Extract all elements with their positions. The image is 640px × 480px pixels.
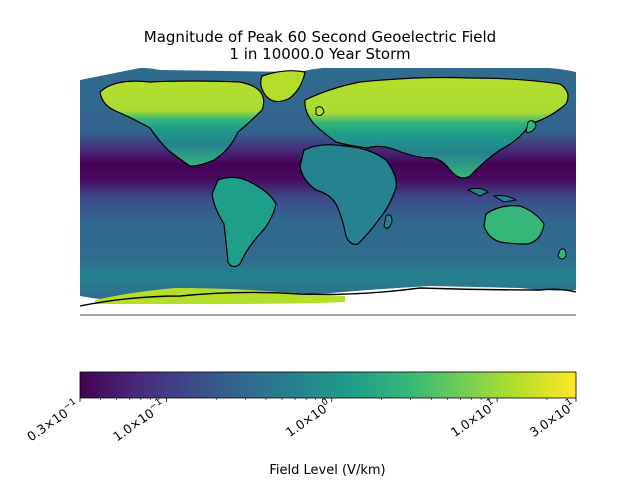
projection-edge-nw bbox=[80, 68, 140, 80]
map-field bbox=[80, 68, 576, 307]
eurasia-land bbox=[304, 76, 569, 179]
australia-land bbox=[483, 205, 545, 245]
projection-edge-ne bbox=[520, 68, 576, 72]
colorbar-ticks bbox=[79, 398, 577, 402]
colorbar-label: Field Level (V/km) bbox=[269, 463, 386, 478]
africa-land bbox=[299, 144, 397, 245]
chart-title-line2: 1 in 10000.0 Year Storm bbox=[229, 45, 411, 63]
antarctic-high-field bbox=[95, 288, 345, 304]
greenland-land bbox=[260, 70, 306, 103]
madagascar-land bbox=[383, 214, 393, 229]
colorbar bbox=[79, 371, 577, 399]
chart-title-line1: Magnitude of Peak 60 Second Geoelectric … bbox=[143, 28, 497, 46]
indonesia-land bbox=[466, 187, 518, 203]
north-america-land bbox=[99, 80, 265, 167]
south-america-land bbox=[211, 176, 277, 268]
antarctica-coastline bbox=[80, 287, 576, 307]
uk-land bbox=[315, 106, 325, 117]
japan-land bbox=[525, 120, 537, 133]
new-zealand-land bbox=[557, 248, 567, 260]
